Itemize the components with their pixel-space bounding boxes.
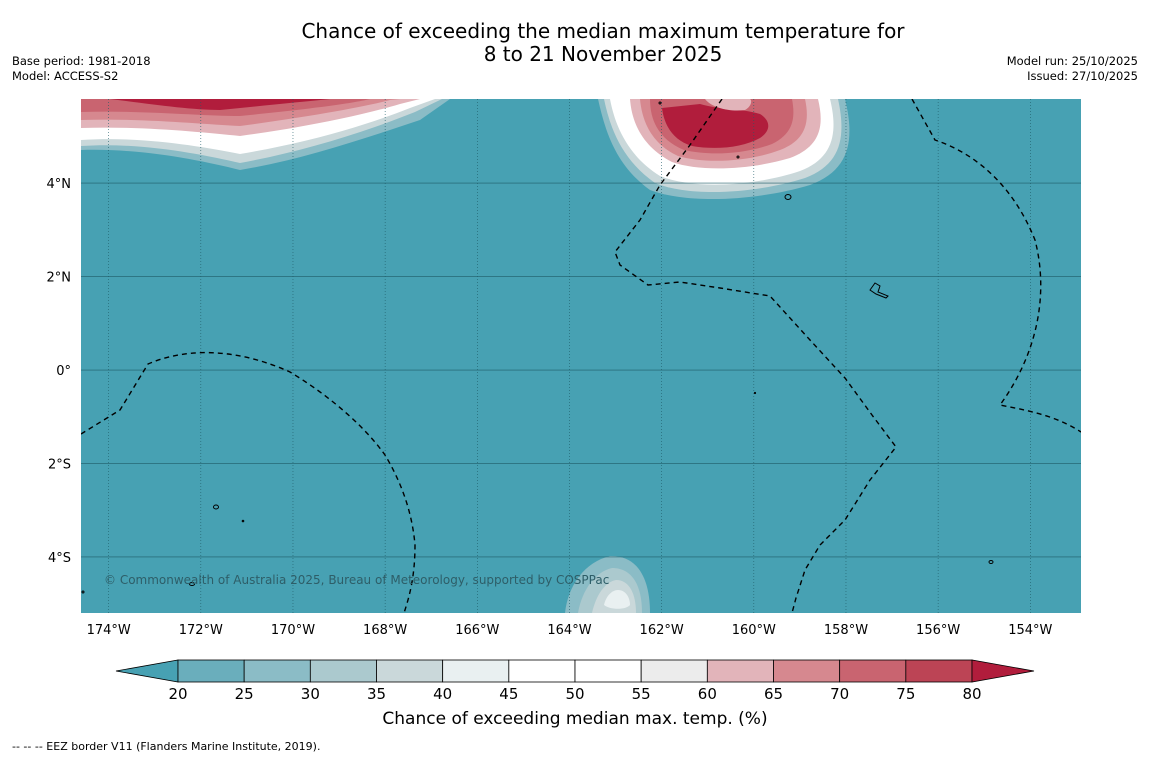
colorbar-tick-label: 40 — [433, 685, 452, 700]
island-shape — [81, 590, 85, 594]
longitude-tick-label: 170°W — [271, 623, 315, 638]
colorbar-segment — [574, 659, 642, 683]
colorbar-tick-label: 75 — [896, 685, 915, 700]
colorbar-segment — [243, 659, 311, 683]
colorbar-tick-label: 25 — [235, 685, 254, 700]
ocean-background — [81, 99, 1081, 613]
colorbar-segment — [508, 659, 576, 683]
meta-right: Model run: 25/10/2025 Issued: 27/10/2025 — [1007, 54, 1138, 84]
colorbar-segment — [309, 659, 377, 683]
eez-border-north — [614, 99, 897, 613]
colorbar-segment — [442, 659, 510, 683]
island-shape — [189, 582, 195, 586]
title-line-2: 8 to 21 November 2025 — [483, 42, 723, 66]
longitude-tick-label: 160°W — [732, 623, 776, 638]
island-shape — [658, 101, 662, 105]
islands — [81, 101, 994, 594]
island-shape — [736, 155, 740, 159]
eez-border-east — [911, 99, 1081, 433]
island-shape — [988, 560, 994, 564]
latitude-tick-label: 4°S — [48, 551, 71, 566]
longitude-tick-label: 166°W — [455, 623, 499, 638]
map-title: Chance of exceeding the median maximum t… — [0, 20, 1150, 66]
colorbar-tick-label: 50 — [565, 685, 584, 700]
latitude-tick-label: 2°S — [48, 457, 71, 472]
longitude-tick-label: 162°W — [640, 623, 684, 638]
colorbar-segment — [839, 659, 907, 683]
island-shape — [784, 194, 792, 200]
meta-left: Base period: 1981-2018 Model: ACCESS-S2 — [12, 54, 151, 84]
longitude-tick-label: 156°W — [916, 623, 960, 638]
colorbar-segment — [177, 659, 245, 683]
colorbar-under-arrow — [115, 659, 179, 683]
longitude-tick-label: 164°W — [547, 623, 591, 638]
eez-footnote: -- -- -- EEZ border V11 (Flanders Marine… — [12, 740, 321, 753]
contour-fill — [81, 99, 850, 613]
island-shape — [753, 391, 757, 395]
latitude-tick-label: 2°N — [47, 271, 72, 286]
graticule — [81, 99, 1081, 613]
island-shape — [241, 519, 245, 523]
colorbar-segment — [376, 659, 444, 683]
title-line-1: Chance of exceeding the median maximum t… — [301, 19, 905, 43]
colorbar-tick-label: 60 — [698, 685, 717, 700]
colorbar-tick-label: 55 — [632, 685, 651, 700]
colorbar-tick-label: 70 — [830, 685, 849, 700]
colorbar-over-arrow — [971, 659, 1035, 683]
latitude-tick-label: 0° — [56, 364, 71, 379]
colorbar-segment — [706, 659, 774, 683]
colorbar-tick-label: 80 — [962, 685, 981, 700]
colorbar-tick-label: 65 — [764, 685, 783, 700]
colorbar-segment — [640, 659, 708, 683]
warm-anomaly-north — [598, 99, 850, 200]
model-run: Model run: 25/10/2025 — [1006, 54, 1138, 68]
colorbar-segment — [773, 659, 841, 683]
longitude-tick-label: 158°W — [824, 623, 868, 638]
colorbar-tick-label: 35 — [367, 685, 386, 700]
colorbar-tick-label: 45 — [499, 685, 518, 700]
longitude-tick-label: 168°W — [363, 623, 407, 638]
latitude-tick-label: 4°N — [47, 177, 72, 192]
longitude-labels: 174°W 172°W 170°W 168°W 166°W 164°W 162°W 160°W… — [87, 623, 1053, 638]
longitude-tick-label: 154°W — [1008, 623, 1052, 638]
colorbar-tick-label: 30 — [301, 685, 320, 700]
issued-date: Issued: 27/10/2025 — [1027, 69, 1138, 83]
colorbar: 20 25 30 35 40 45 50 55 60 65 70 75 80 — [115, 659, 1035, 700]
model-name: Model: ACCESS-S2 — [12, 69, 119, 83]
base-period: Base period: 1981-2018 — [12, 54, 151, 68]
colorbar-segment — [905, 659, 973, 683]
forecast-map: © Commonwealth of Australia 2025, Bureau… — [47, 99, 1081, 700]
eez-border-west — [81, 351, 416, 613]
longitude-tick-label: 172°W — [179, 623, 223, 638]
warm-anomaly-northwest — [81, 99, 450, 170]
copyright-notice: © Commonwealth of Australia 2025, Bureau… — [104, 573, 609, 587]
near-median-south — [565, 555, 650, 613]
latitude-labels: 4°N 2°N 0° 2°S 4°S — [47, 177, 72, 566]
island-shape — [869, 282, 889, 299]
eez-borders — [81, 99, 1081, 613]
longitude-tick-label: 174°W — [87, 623, 131, 638]
colorbar-title: Chance of exceeding median max. temp. (%… — [382, 709, 768, 729]
island-shape — [213, 504, 219, 510]
colorbar-tick-label: 20 — [168, 685, 187, 700]
